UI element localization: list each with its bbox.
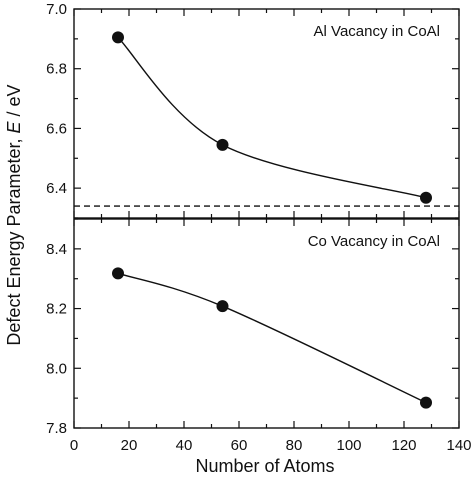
plot-frame-al: [73, 8, 460, 219]
y-axis-title: Defect Energy Parameter, E / eV: [4, 84, 24, 345]
y-tick-label-co: 8.4: [46, 241, 67, 258]
x-tick-label: 40: [176, 437, 193, 454]
panel-annotation-al: Al Vacancy in CoAl: [314, 23, 440, 40]
x-tick-label: 140: [446, 437, 471, 454]
y-axis-title-prefix: Defect Energy Parameter,: [4, 133, 24, 345]
series-curve-al: [117, 36, 427, 199]
plot-frame-co: [73, 218, 460, 429]
y-tick-label-al: 7.0: [46, 1, 67, 18]
series-curve-co: [117, 272, 427, 404]
x-tick-label: 60: [231, 437, 248, 454]
x-axis: 0 20 40 60 80 100 120 140: [70, 437, 472, 454]
panel-al-vacancy: 6.4 6.6 6.8 7.0 Al Vacancy in CoAl: [46, 1, 460, 219]
y-axis-title-suffix: / eV: [4, 84, 24, 121]
data-point-al-2: [420, 191, 432, 204]
x-axis-title: Number of Atoms: [195, 456, 334, 476]
data-point-al-1: [216, 138, 229, 151]
x-tick-label: 80: [286, 437, 303, 454]
data-point-co-0: [112, 267, 124, 280]
y-tick-label-co: 8.2: [46, 301, 67, 318]
y-tick-label-co: 8.0: [46, 360, 67, 377]
x-tick-label: 120: [391, 437, 416, 454]
y-tick-label-al: 6.6: [46, 120, 67, 137]
data-point-al-0: [112, 31, 124, 44]
x-tick-label: 100: [336, 437, 361, 454]
y-tick-label-al: 6.8: [46, 61, 67, 78]
data-point-co-2: [420, 396, 432, 409]
y-tick-label-co: 7.8: [46, 420, 67, 437]
data-point-co-1: [216, 300, 229, 313]
x-tick-label: 20: [121, 437, 138, 454]
x-tick-label: 0: [70, 437, 78, 454]
panel-annotation-co: Co Vacancy in CoAl: [308, 233, 440, 250]
y-tick-label-al: 6.4: [46, 180, 67, 197]
panel-co-vacancy: 7.8 8.0 8.2 8.4 Co Vacancy in CoAl: [46, 218, 460, 437]
y-axis-title-symbol: E: [4, 120, 24, 133]
